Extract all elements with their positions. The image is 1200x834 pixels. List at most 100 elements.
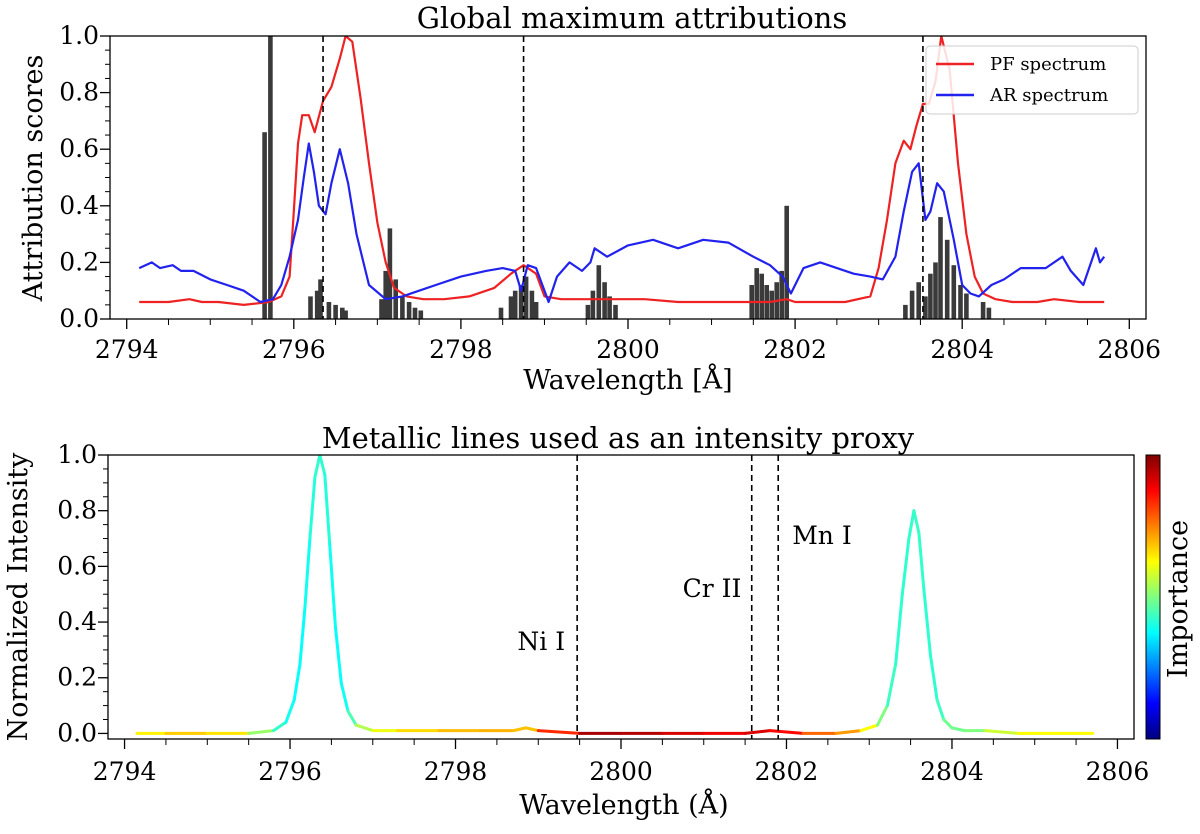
intensity-segment xyxy=(950,726,966,733)
intensity-segment xyxy=(907,509,916,540)
attribution-bar xyxy=(928,273,933,319)
attribution-bar xyxy=(406,302,412,319)
x-tick-label: 2796 xyxy=(258,757,322,786)
attribution-bar xyxy=(523,276,529,319)
x-tick-label: 2800 xyxy=(596,335,660,364)
attribution-bar xyxy=(933,262,938,319)
intensity-segment xyxy=(318,455,327,476)
bottom-chart-title: Metallic lines used as an intensity prox… xyxy=(322,421,915,455)
attribution-bar xyxy=(529,290,535,319)
y-tick-label: 0.0 xyxy=(59,304,99,333)
x-tick-label: 2806 xyxy=(1097,335,1161,364)
attribution-bar xyxy=(340,307,345,319)
attribution-bar xyxy=(590,290,596,319)
bottom-intensity-line xyxy=(135,455,1095,735)
intensity-segment xyxy=(917,531,926,591)
attribution-bar xyxy=(262,132,267,319)
bottom-vertical-lines xyxy=(576,455,780,739)
intensity-segment xyxy=(247,729,275,735)
intensity-segment xyxy=(768,729,805,735)
attribution-bar xyxy=(379,299,384,319)
top-x-ticks: 2794 2796 2798 2800 2802 2804 2806 xyxy=(95,319,1161,364)
x-tick-label: 2804 xyxy=(930,335,994,364)
x-tick-label: 2794 xyxy=(93,757,157,786)
attribution-bar xyxy=(318,279,323,319)
legend-ar-label: AR spectrum xyxy=(989,85,1108,106)
attribution-bar xyxy=(923,296,928,319)
bottom-x-ticks: 2794 2796 2798 2800 2802 2804 2806 xyxy=(93,739,1150,786)
attribution-bar xyxy=(393,279,398,319)
attribution-bar xyxy=(779,270,784,319)
intensity-segment xyxy=(922,587,932,657)
attribution-bar xyxy=(769,290,774,319)
top-vertical-lines xyxy=(322,36,924,319)
line-annotation: Mn I xyxy=(792,521,852,550)
intensity-segment xyxy=(308,475,317,540)
y-tick-label: 0.8 xyxy=(57,496,97,525)
x-tick-label: 2794 xyxy=(95,335,159,364)
attribution-bar xyxy=(512,290,518,319)
attribution-bar xyxy=(759,273,764,319)
legend-pf-label: PF spectrum xyxy=(990,54,1106,75)
attribution-bar xyxy=(938,217,943,319)
top-legend: PF spectrum AR spectrum xyxy=(925,45,1139,115)
y-tick-label: 0.2 xyxy=(57,663,97,692)
attribution-bar xyxy=(314,290,320,319)
top-y-axis-label: Attribution scores xyxy=(18,55,49,303)
intensity-segment xyxy=(511,726,528,733)
bottom-plot-frame xyxy=(107,454,1135,740)
y-tick-label: 1.0 xyxy=(59,21,99,50)
bottom-chart: Metallic lines used as an intensity prox… xyxy=(3,421,1194,821)
intensity-segment xyxy=(942,718,954,730)
legend-box xyxy=(925,45,1139,115)
intensity-segment xyxy=(346,709,358,727)
colorbar xyxy=(1145,454,1161,740)
attribution-bar xyxy=(326,302,332,319)
attribution-bar xyxy=(986,307,992,319)
intensity-segment xyxy=(894,592,904,666)
attribution-bar xyxy=(400,296,405,319)
attribution-bar xyxy=(951,265,957,319)
intensity-segment xyxy=(284,698,296,724)
attribution-bar xyxy=(903,304,908,319)
intensity-segment xyxy=(834,729,863,735)
intensity-segment xyxy=(900,537,911,596)
intensity-segment xyxy=(339,681,350,713)
top-chart: Global maximum attributions 2794 2796 2798… xyxy=(18,1,1161,396)
x-tick-label: 2804 xyxy=(920,757,984,786)
y-tick-label: 1.0 xyxy=(57,440,97,469)
attribution-bar xyxy=(585,304,591,319)
bottom-x-axis-label: Wavelength (Å) xyxy=(519,788,728,821)
intensity-segment xyxy=(524,726,540,733)
attribution-bar xyxy=(333,304,338,319)
x-tick-label: 2800 xyxy=(589,757,653,786)
intensity-segment xyxy=(983,729,1020,735)
intensity-segment xyxy=(536,729,582,735)
intensity-segment xyxy=(935,698,946,721)
y-tick-label: 0.4 xyxy=(57,607,97,636)
intensity-segment xyxy=(929,654,939,702)
y-tick-label: 0.6 xyxy=(59,134,99,163)
attribution-bar xyxy=(607,296,612,319)
y-tick-label: 0.6 xyxy=(57,551,97,580)
attribution-bar xyxy=(418,310,424,319)
attribution-bar xyxy=(383,270,388,319)
attribution-bar xyxy=(613,304,618,319)
attribution-bar xyxy=(308,296,313,319)
bottom-y-axis-label: Normalized Intensity xyxy=(3,452,34,741)
line-annotation: Cr II xyxy=(683,574,742,603)
intensity-segment xyxy=(354,723,375,733)
attribution-bar xyxy=(909,290,915,319)
attribution-bar xyxy=(964,293,969,319)
x-tick-label: 2806 xyxy=(1086,757,1150,786)
ar-spectrum-line xyxy=(138,142,1106,304)
intensity-segment xyxy=(303,537,312,610)
x-tick-label: 2796 xyxy=(262,335,326,364)
attribution-bar xyxy=(518,285,524,319)
top-x-axis-label: Wavelength [Å] xyxy=(523,363,732,396)
colorbar-label: Importance xyxy=(1163,520,1194,678)
intensity-segment xyxy=(912,509,921,535)
y-tick-label: 0.8 xyxy=(59,78,99,107)
bottom-annotations: Ni I Cr II Mn I xyxy=(517,521,851,656)
x-tick-label: 2802 xyxy=(755,757,819,786)
